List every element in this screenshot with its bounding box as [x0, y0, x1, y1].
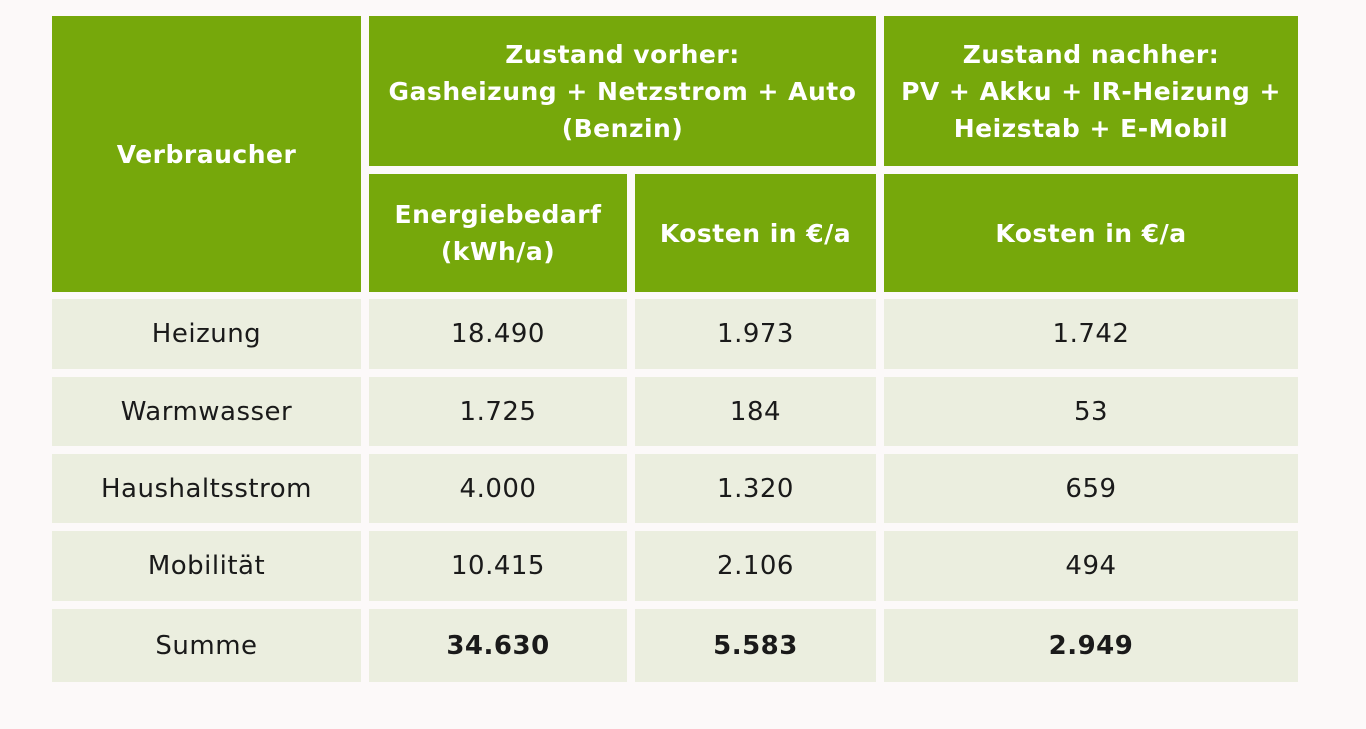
value-cell: 5.583	[635, 609, 876, 682]
row-label: Haushaltsstrom	[52, 454, 361, 523]
value-cell: 4.000	[369, 454, 627, 523]
value-cell: 10.415	[369, 531, 627, 601]
row-label: Mobilität	[52, 531, 361, 601]
value-cell: 34.630	[369, 609, 627, 682]
value-cell: 2.949	[884, 609, 1298, 682]
value-cell: 1.725	[369, 377, 627, 446]
row-label: Warmwasser	[52, 377, 361, 446]
header-cell: Verbraucher	[52, 16, 361, 292]
subheader-cell: Kosten in €/a	[635, 174, 876, 292]
row-label: Heizung	[52, 299, 361, 369]
value-cell: 1.742	[884, 299, 1298, 369]
value-cell: 18.490	[369, 299, 627, 369]
header-cell: Zustand vorher: Gasheizung + Netzstrom +…	[369, 16, 876, 166]
header-cell: Zustand nachher: PV + Akku + IR-Heizung …	[884, 16, 1298, 166]
value-cell: 659	[884, 454, 1298, 523]
value-cell: 494	[884, 531, 1298, 601]
subheader-cell: Kosten in €/a	[884, 174, 1298, 292]
row-label: Summe	[52, 609, 361, 682]
subheader-cell: Energiebedarf (kWh/a)	[369, 174, 627, 292]
value-cell: 1.973	[635, 299, 876, 369]
value-cell: 184	[635, 377, 876, 446]
value-cell: 1.320	[635, 454, 876, 523]
value-cell: 53	[884, 377, 1298, 446]
value-cell: 2.106	[635, 531, 876, 601]
